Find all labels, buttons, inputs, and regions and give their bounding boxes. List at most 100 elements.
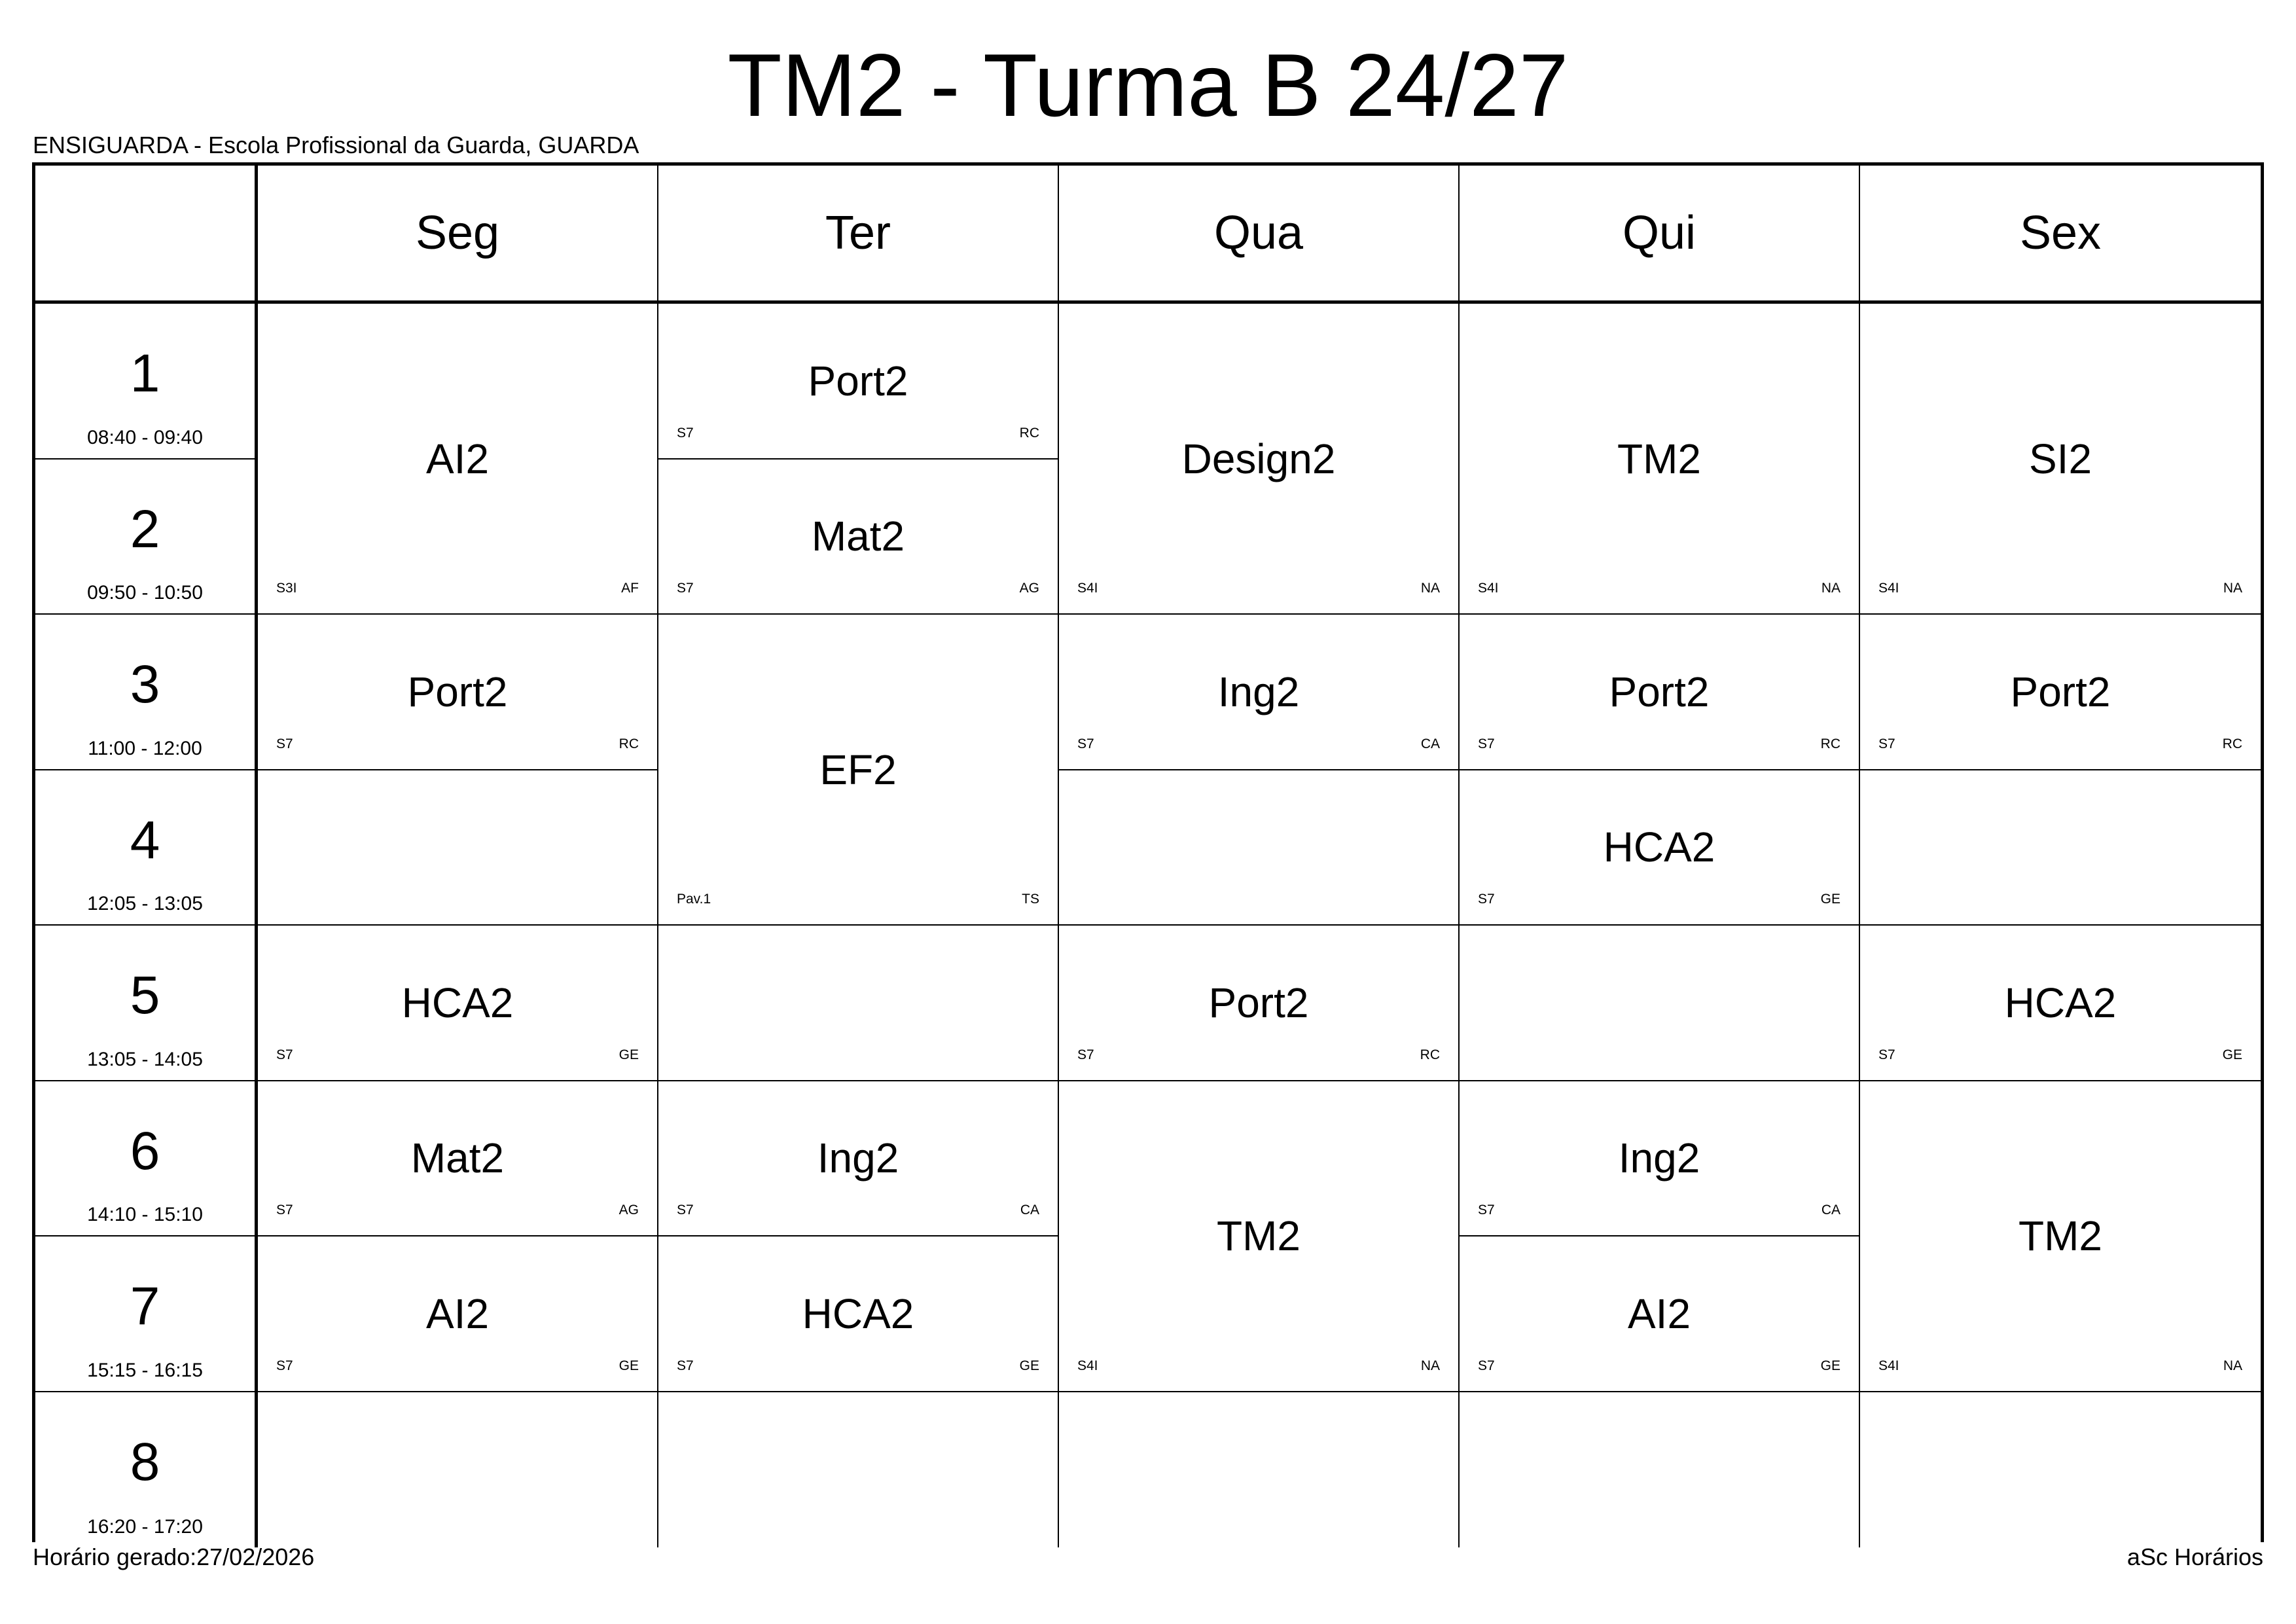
lesson-card: Design2 S4I NA (1059, 304, 1460, 615)
lesson-room: S4I (1077, 1358, 1098, 1373)
lesson-subject: HCA2 (2004, 979, 2117, 1026)
period-cell: 7 15:15 - 16:15 (35, 1236, 258, 1392)
empty-slot (658, 926, 1059, 1081)
day-label: Sex (2019, 207, 2102, 259)
period-number: 6 (130, 1121, 160, 1181)
timetable-grid: Seg Ter Qua Qui Sex 1 08:40 - 09:40 2 09:50 - 10… (32, 162, 2264, 1547)
lesson-teacher: GE (619, 1358, 639, 1373)
day-label: Qui (1622, 207, 1696, 259)
day-label: Ter (825, 207, 891, 259)
lesson-room: Pav.1 (677, 892, 711, 907)
lesson-subject: Port2 (407, 668, 508, 715)
lesson-subject: AI2 (425, 435, 490, 482)
lesson-card: HCA2 S7 GE (1860, 926, 2261, 1081)
lesson-room: S7 (276, 1047, 293, 1062)
empty-slot (258, 1392, 658, 1547)
lesson-teacher: CA (1020, 1202, 1039, 1218)
lesson-card: HCA2 S7 GE (1460, 770, 1860, 926)
lesson-subject: AI2 (1627, 1290, 1691, 1337)
generated-date: Horário gerado:27/02/2026 (33, 1543, 315, 1570)
lesson-card: TM2 S4I NA (1059, 1081, 1460, 1392)
period-cell: 6 14:10 - 15:10 (35, 1081, 258, 1236)
lesson-card: AI2 S7 GE (1460, 1236, 1860, 1392)
lesson-room: S7 (1478, 1202, 1495, 1218)
lesson-subject: TM2 (1217, 1212, 1300, 1259)
lesson-teacher: NA (2223, 581, 2242, 596)
lesson-card: HCA2 S7 GE (658, 1236, 1059, 1392)
lesson-teacher: GE (2222, 1047, 2242, 1062)
lesson-card: Port2 S7 RC (1460, 615, 1860, 770)
lesson-subject: Port2 (2010, 668, 2111, 715)
lesson-teacher: AG (619, 1202, 639, 1218)
lesson-subject: HCA2 (802, 1290, 914, 1337)
lesson-teacher: RC (1820, 736, 1840, 751)
period-time: 11:00 - 12:00 (88, 737, 202, 759)
lesson-teacher: NA (1821, 581, 1840, 596)
lesson-teacher: RC (619, 736, 639, 751)
period-cell: 2 09:50 - 10:50 (35, 459, 258, 615)
lesson-subject: Ing2 (1618, 1134, 1700, 1182)
lesson-card: Port2 S7 RC (258, 615, 658, 770)
period-number: 8 (130, 1432, 160, 1492)
lesson-room: S3I (276, 581, 297, 596)
lesson-card: Ing2 S7 CA (1460, 1081, 1860, 1236)
lesson-room: S7 (677, 581, 694, 596)
timetable-title: TM2 - Turma B 24/27 (727, 35, 1569, 135)
lesson-teacher: RC (2222, 736, 2242, 751)
lesson-subject: Port2 (808, 357, 908, 405)
empty-slot (1059, 1392, 1460, 1547)
lesson-room: S4I (1878, 1358, 1899, 1373)
lesson-room: S4I (1878, 581, 1899, 596)
lesson-card: Port2 S7 RC (658, 304, 1059, 460)
period-cell: 1 08:40 - 09:40 (35, 304, 258, 460)
lesson-subject: HCA2 (401, 979, 514, 1026)
lesson-room: S7 (1878, 736, 1895, 751)
lesson-subject: Port2 (1208, 979, 1309, 1026)
lesson-teacher: RC (1420, 1047, 1440, 1062)
lesson-subject: TM2 (2018, 1212, 2102, 1259)
empty-slot (658, 1392, 1059, 1547)
period-number: 3 (130, 655, 160, 714)
lesson-card: Mat2 S7 AG (658, 459, 1059, 615)
lesson-subject: Design2 (1181, 435, 1336, 482)
corner-cell (35, 166, 258, 304)
lesson-room: S7 (1478, 1358, 1495, 1373)
day-header: Sex (1860, 166, 2261, 304)
period-cell: 8 16:20 - 17:20 (35, 1392, 258, 1547)
period-time: 14:10 - 15:10 (87, 1204, 203, 1225)
lesson-subject: Ing2 (1217, 668, 1300, 715)
lesson-card: Mat2 S7 AG (258, 1081, 658, 1236)
lesson-room: S4I (1478, 581, 1499, 596)
lesson-subject: HCA2 (1603, 823, 1715, 871)
period-cell: 5 13:05 - 14:05 (35, 926, 258, 1081)
period-number: 1 (130, 344, 160, 403)
lesson-teacher: NA (2223, 1358, 2242, 1373)
lesson-room: S7 (1878, 1047, 1895, 1062)
lesson-teacher: AG (1019, 581, 1039, 596)
empty-slot (1860, 1392, 2261, 1547)
period-time: 09:50 - 10:50 (87, 582, 203, 604)
lesson-card: TM2 S4I NA (1860, 1081, 2261, 1392)
empty-slot (1460, 926, 1860, 1081)
lesson-subject: Mat2 (410, 1134, 505, 1182)
lesson-room: S7 (677, 425, 694, 441)
day-header: Qui (1460, 166, 1860, 304)
empty-slot (1059, 770, 1460, 926)
lesson-room: S7 (276, 736, 293, 751)
lesson-room: S7 (677, 1202, 694, 1218)
lesson-subject: EF2 (819, 746, 897, 793)
lesson-teacher: CA (1420, 736, 1440, 751)
lesson-card: SI2 S4I NA (1860, 304, 2261, 615)
lesson-card: Port2 S7 RC (1860, 615, 2261, 770)
period-time: 08:40 - 09:40 (87, 426, 203, 448)
lesson-subject: Port2 (1609, 668, 1710, 715)
period-cell: 4 12:05 - 13:05 (35, 770, 258, 926)
lesson-room: S4I (1077, 581, 1098, 596)
lesson-teacher: GE (619, 1047, 639, 1062)
lesson-teacher: GE (1019, 1358, 1039, 1373)
empty-slot (1460, 1392, 1860, 1547)
lesson-subject: Mat2 (811, 513, 905, 560)
period-number: 4 (130, 810, 160, 870)
lesson-teacher: GE (1820, 1358, 1840, 1373)
period-time: 13:05 - 14:05 (87, 1048, 203, 1070)
